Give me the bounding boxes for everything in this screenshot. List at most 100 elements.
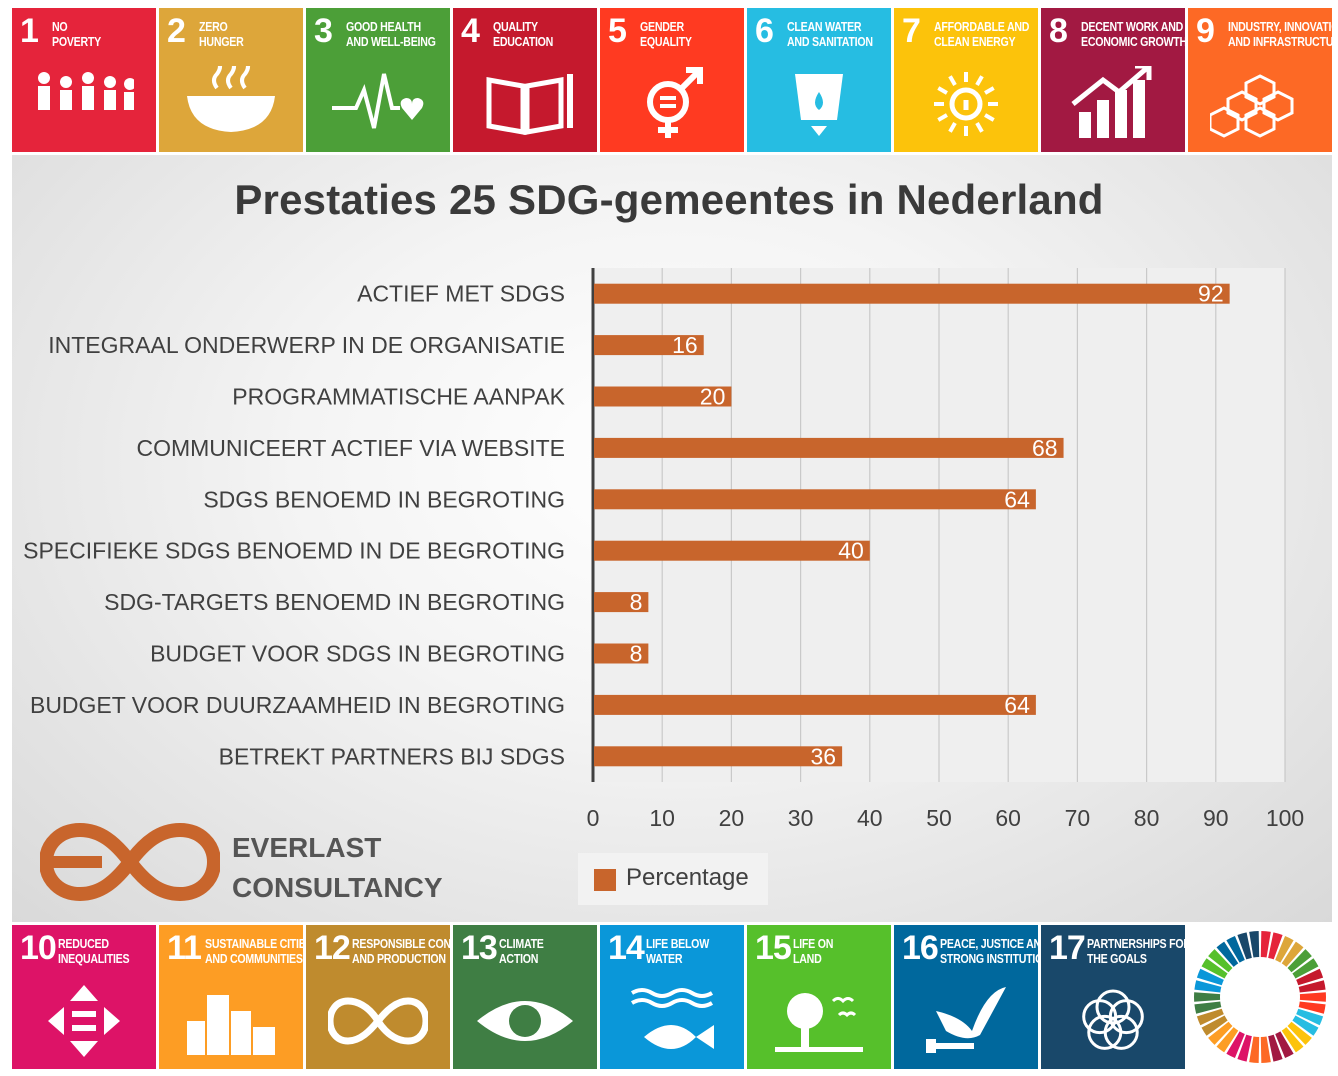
sdg-label: Partnerships for the goals: [1087, 937, 1185, 966]
infinity-icon: [328, 997, 428, 1045]
bar: [594, 746, 843, 767]
legend-label: Percentage: [626, 864, 749, 891]
bar: [594, 386, 732, 407]
sdg-tile-14: 14 Life below water: [600, 925, 744, 1069]
sdg-tile-9: 9 Industry, innovationand infrastructure: [1188, 8, 1332, 152]
sdg-label: Decent work and economic growth: [1081, 20, 1185, 49]
data-label: 68: [1032, 435, 1058, 461]
wheel-segment: [1201, 958, 1228, 979]
wheel-segment: [1275, 1031, 1294, 1059]
wheel-segment: [1249, 1036, 1260, 1063]
sdg-label: Good health and well-being: [346, 20, 436, 49]
sdg-tile-7: 7 Affordable and clean energy: [894, 8, 1038, 152]
bar: [594, 335, 704, 356]
wheel-segment: [1298, 980, 1326, 993]
x-tick-label: 80: [1134, 805, 1160, 831]
sdg-label: Responsible consumptionand production: [352, 937, 450, 966]
sdg-number: 12: [314, 929, 351, 967]
sdg-number: 1: [20, 12, 39, 50]
chart-legend: Percentage: [578, 853, 768, 905]
category-label: SPECIFIEKE SDGS BENOEMD IN DE BEGROTING: [23, 538, 565, 564]
category-label: ACTIEF MET SDGS: [357, 281, 565, 307]
category-label: SDG-TARGETS BENOEMD IN BEGROTING: [104, 589, 565, 615]
book-icon: [486, 74, 573, 135]
wheel-segment: [1208, 1021, 1233, 1045]
wheel-segment: [1196, 1008, 1224, 1026]
sdg-tile-13: 13 Climate action: [453, 925, 597, 1069]
sdg-tile-4: 4 Quality education: [453, 8, 597, 152]
sdg-number: 10: [20, 929, 57, 967]
wheel-segment: [1237, 932, 1252, 960]
wheel-segment: [1260, 931, 1271, 958]
sdg-tiles-bottom: 10 Reduced inequalities 11 Sustainable citie…: [12, 925, 1332, 1069]
wheel-segment: [1281, 941, 1304, 967]
wheel-segment: [1275, 935, 1294, 963]
sdg-number: 5: [608, 12, 627, 50]
wheel-segment: [1194, 992, 1221, 1002]
water-icon: [795, 74, 843, 136]
sdg-tile-6: 6 Clean water and sanitation: [747, 8, 891, 152]
data-label: 92: [1198, 281, 1224, 307]
bar: [594, 437, 1064, 458]
wheel-segment: [1281, 1027, 1304, 1053]
family-icon: [38, 72, 134, 110]
sdg-tile-3: 3 Good health and well-being: [306, 8, 450, 152]
sdg-number: 2: [167, 12, 186, 50]
bar: [594, 283, 1230, 304]
sdg-label: Clean water and sanitation: [787, 20, 873, 49]
bowl-icon: [187, 66, 275, 132]
wheel-segment: [1268, 932, 1283, 960]
everlast-infinity-logo: [40, 822, 220, 902]
chart-title: Prestaties 25 SDG-gemeentes in Nederland: [234, 176, 1104, 223]
category-label: BUDGET VOOR DUURZAAMHEID IN BEGROTING: [30, 692, 565, 718]
category-label: INTEGRAAL ONDERWERP IN DE ORGANISATIE: [48, 332, 565, 358]
sdg-tile-15: 15 Life on land: [747, 925, 891, 1069]
x-tick-label: 10: [649, 805, 675, 831]
x-tick-label: 30: [788, 805, 814, 831]
sdg-number: 16: [902, 929, 939, 967]
wheel-segment: [1287, 1021, 1312, 1045]
gender-icon: [647, 67, 703, 138]
data-label: 64: [1004, 486, 1030, 512]
sdg-number: 7: [902, 12, 921, 50]
wheel-segment: [1216, 941, 1239, 967]
sdg-number: 4: [461, 12, 480, 50]
eye-globe-icon: [477, 1001, 573, 1041]
sdg-label: Affordable and clean energy: [934, 20, 1030, 49]
sdg-label: Peace, justice andstrong institutions: [940, 937, 1038, 966]
wheel-segment: [1194, 980, 1222, 993]
wheel-segment: [1299, 992, 1326, 1002]
wheel-segment: [1298, 1001, 1326, 1014]
legend-swatch: [594, 869, 616, 891]
wheel-segment: [1268, 1034, 1283, 1062]
sdg-label: Gender equality: [640, 20, 692, 49]
sdg-number: 13: [461, 929, 498, 967]
wheel-segment: [1216, 1027, 1239, 1053]
wheel-segment: [1208, 949, 1233, 973]
data-label: 64: [1004, 692, 1030, 718]
data-label: 8: [630, 589, 643, 615]
sdg-tile-11: 11 Sustainable cities and communities: [159, 925, 303, 1069]
sdg-number: 8: [1049, 12, 1068, 50]
x-tick-label: 50: [926, 805, 952, 831]
sdg-wheel-tile: [1188, 925, 1332, 1069]
sdg-label: Sustainable cities and communities: [205, 937, 303, 966]
sdg-tile-10: 10 Reduced inequalities: [12, 925, 156, 1069]
rings-icon: [1082, 989, 1144, 1050]
brand-name: EVERLAST CONSULTANCY: [232, 828, 443, 908]
sdg-tile-2: 2 Zero hunger: [159, 8, 303, 152]
sdg-label: Quality education: [493, 20, 554, 49]
wheel-segment: [1237, 1034, 1252, 1062]
data-label: 20: [700, 384, 726, 410]
sdg-number: 14: [608, 929, 645, 967]
sdg-label: Climate action: [499, 937, 544, 966]
wheel-segment: [1249, 931, 1260, 958]
growth-chart-icon: [1071, 66, 1152, 138]
wheel-segment: [1194, 1001, 1222, 1014]
wheel-segment: [1287, 949, 1312, 973]
x-tick-label: 60: [995, 805, 1021, 831]
dove-icon: [926, 987, 1006, 1053]
data-label: 40: [838, 538, 864, 564]
sdg-tile-12: 12Responsible consumptionand production: [306, 925, 450, 1069]
wheel-segment: [1226, 935, 1245, 963]
